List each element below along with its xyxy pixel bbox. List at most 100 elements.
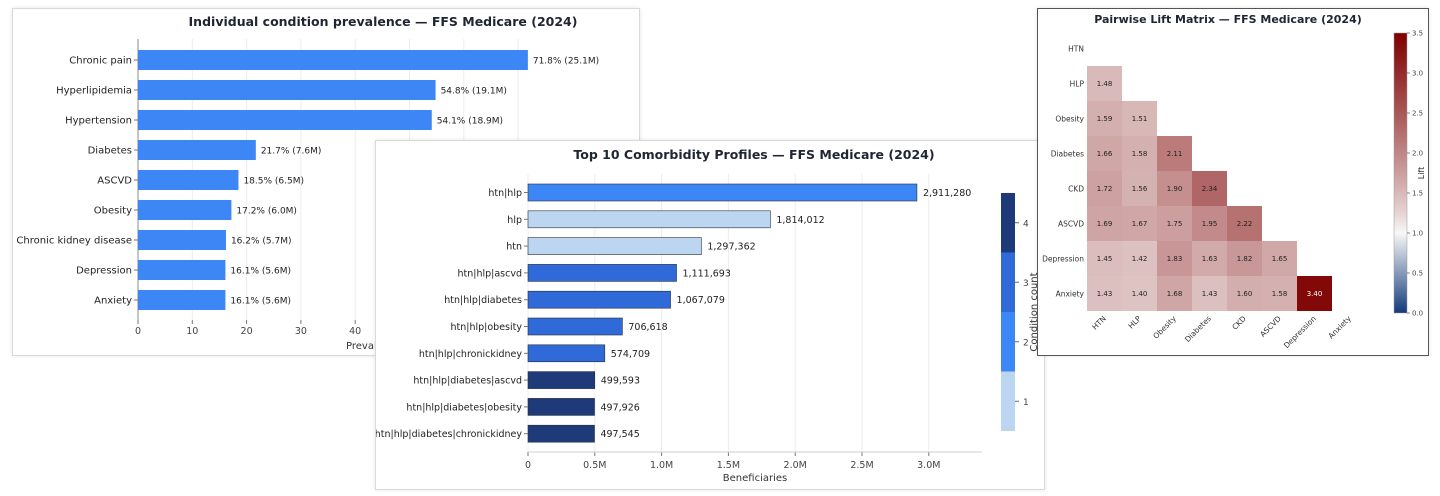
cell-value: 1.75 [1167, 220, 1183, 228]
column-label: Diabetes [1183, 314, 1213, 344]
category-label: Chronic pain [69, 56, 132, 67]
cell-value: 2.22 [1237, 220, 1253, 228]
heatmap-cell [1157, 241, 1192, 276]
cell-value: 1.67 [1132, 220, 1148, 228]
cell-value: 1.48 [1097, 80, 1113, 88]
row-label: Depression [1042, 255, 1084, 264]
colorbar-label: Lift [1417, 167, 1426, 180]
comorbidity-chart: Top 10 Comorbidity Profiles — FFS Medica… [376, 147, 1040, 484]
lift-matrix-chart: Pairwise Lift Matrix — FFS Medicare (202… [1042, 13, 1426, 350]
colorbar-tick-label: 3 [1023, 279, 1029, 289]
category-label: htn|hlp|diabetes|obesity [406, 402, 522, 413]
colorbar-tick-label: 1 [1023, 398, 1029, 408]
heatmap-cell [1157, 136, 1192, 171]
data-label: 1,297,362 [707, 242, 755, 253]
comorbidity-chart-panel: Top 10 Comorbidity Profiles — FFS Medica… [375, 140, 1045, 490]
row-label: HTN [1068, 45, 1084, 54]
cell-value: 1.56 [1132, 185, 1148, 193]
cell-value: 1.90 [1167, 185, 1183, 193]
colorbar-segment [1001, 252, 1015, 312]
bar [527, 424, 595, 443]
chart-title: Individual condition prevalence — FFS Me… [189, 14, 578, 29]
bar [138, 80, 436, 100]
colorbar-tick-label: 2 [1023, 338, 1029, 348]
category-label: htn [506, 242, 522, 253]
heatmap-cell [1157, 206, 1192, 241]
data-label: 706,618 [628, 322, 667, 333]
x-tick-label: 2.5M [850, 460, 873, 471]
cell-value: 1.40 [1132, 290, 1148, 298]
bar [527, 264, 677, 282]
row-label: Diabetes [1051, 150, 1084, 159]
heatmap-cell [1297, 276, 1332, 311]
heatmap-cell [1087, 276, 1122, 311]
category-label: Depression [76, 266, 132, 277]
category-label: htn|hlp [488, 188, 522, 199]
category-label: Diabetes [88, 146, 132, 157]
x-axis-label: Preval [346, 341, 377, 352]
heatmap-cell [1087, 241, 1122, 276]
bar [138, 290, 226, 310]
heatmap-cell [1227, 276, 1262, 311]
row-label: ASCVD [1058, 220, 1084, 229]
bar [138, 170, 239, 190]
colorbar-tick-label: 4 [1023, 219, 1029, 229]
data-label: 16.1% (5.6M) [230, 297, 291, 307]
heatmap-cell [1157, 276, 1192, 311]
row-label: Anxiety [1056, 290, 1085, 299]
category-label: htn|hlp|ascvd [457, 268, 522, 279]
category-label: Chronic kidney disease [16, 236, 132, 247]
colorbar-tick-label: 0.0 [1412, 310, 1423, 318]
data-label: 497,926 [601, 402, 640, 413]
cell-value: 1.82 [1237, 255, 1253, 263]
x-tick-label: 30 [295, 326, 307, 337]
cell-value: 1.95 [1202, 220, 1218, 228]
chart-title: Pairwise Lift Matrix — FFS Medicare (202… [1094, 13, 1362, 26]
category-label: Hypertension [65, 116, 132, 127]
data-label: 1,067,079 [677, 295, 725, 306]
row-label: Obesity [1055, 115, 1084, 124]
category-label: Hyperlipidemia [56, 86, 132, 97]
column-label: ASCVD [1258, 314, 1283, 339]
heatmap-cell [1192, 171, 1227, 206]
heatmap-cell [1122, 136, 1157, 171]
data-label: 2,911,280 [923, 188, 971, 199]
cell-value: 1.72 [1097, 185, 1113, 193]
bar [527, 210, 771, 229]
cell-value: 1.68 [1167, 290, 1183, 298]
x-tick-label: 3.0M [917, 460, 940, 471]
x-tick-label: 0 [135, 326, 141, 337]
heatmap-cell [1157, 171, 1192, 206]
bar [527, 371, 596, 389]
x-tick-label: 0 [525, 460, 531, 471]
column-label: CKD [1230, 314, 1248, 332]
heatmap-cell [1087, 136, 1122, 171]
colorbar-label: Condition count [1029, 272, 1040, 351]
heatmap-cell [1227, 241, 1262, 276]
category-label: htn|hlp|diabetes|ascvd [413, 376, 522, 387]
heatmap-cell [1262, 276, 1297, 311]
data-label: 499,593 [601, 376, 640, 387]
bar [527, 344, 606, 363]
colorbar-tick-label: 2.0 [1412, 150, 1423, 158]
x-tick-label: 40 [349, 326, 361, 337]
cell-value: 1.58 [1272, 290, 1288, 298]
x-tick-label: 10 [186, 326, 198, 337]
cell-value: 1.66 [1097, 150, 1113, 158]
heatmap-cell [1087, 101, 1122, 136]
heatmap-cell [1087, 66, 1122, 101]
colorbar-segment [1001, 371, 1015, 431]
bar [527, 290, 671, 309]
data-label: 16.2% (5.7M) [231, 237, 292, 247]
data-label: 1,111,693 [683, 268, 731, 279]
bar [527, 183, 918, 202]
heatmap-cell [1087, 206, 1122, 241]
heatmap-cell [1262, 241, 1297, 276]
heatmap-cell [1122, 276, 1157, 311]
data-label: 17.2% (6.0M) [236, 207, 297, 217]
row-label: HLP [1070, 80, 1085, 89]
x-tick-label: 2.0M [784, 460, 807, 471]
colorbar-tick-label: 1.0 [1412, 230, 1423, 238]
cell-value: 2.11 [1167, 150, 1183, 158]
row-label: CKD [1068, 185, 1084, 194]
